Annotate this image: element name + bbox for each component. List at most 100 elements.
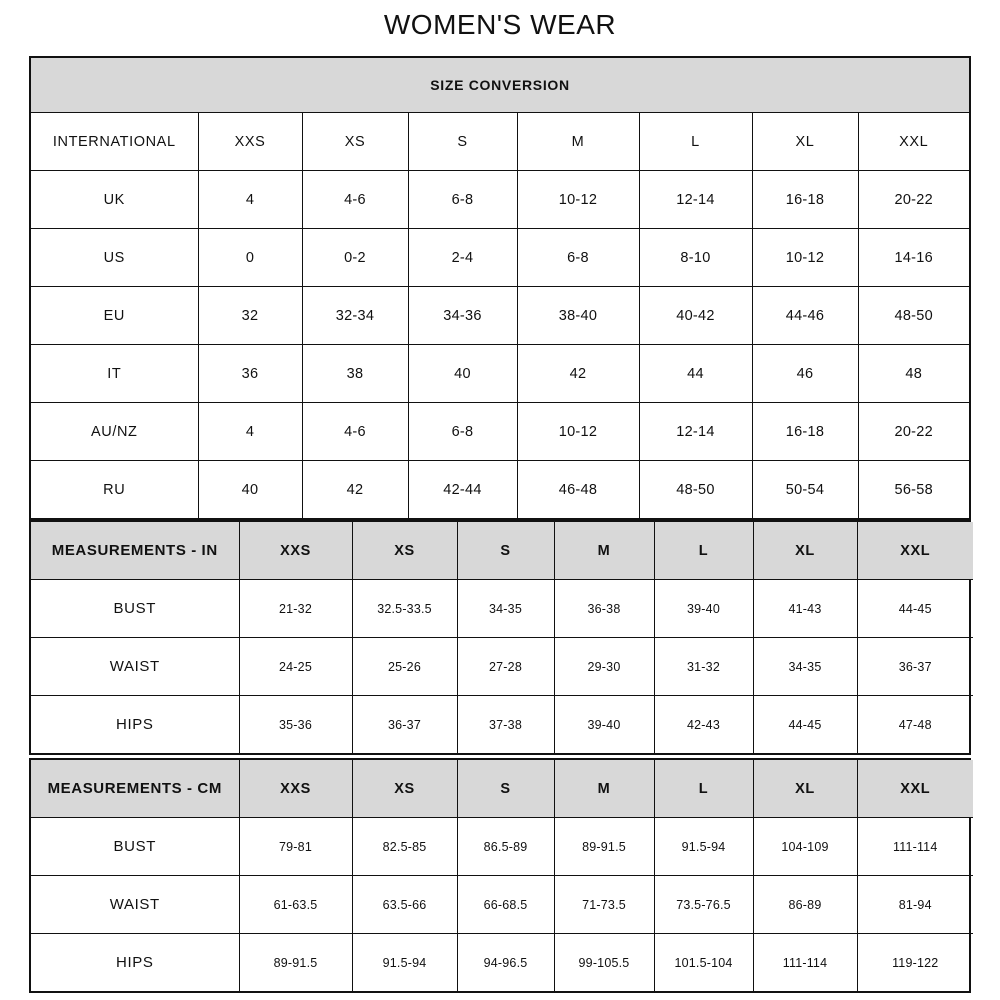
cell: 91.5-94: [351, 933, 458, 991]
cell: 119-122: [856, 933, 973, 991]
size-header-xs: XS: [351, 522, 458, 580]
measurements-cm-grid: MEASUREMENTS - CM XXS XS S M L XL XXL BU…: [31, 760, 973, 991]
size-header-m: M: [516, 112, 640, 171]
cell: 4: [197, 170, 303, 229]
cell: 89-91.5: [238, 933, 353, 991]
cell: 4-6: [301, 402, 409, 461]
row-label: BUST: [31, 579, 240, 638]
cell: 44: [638, 344, 753, 403]
cell: 42: [516, 344, 640, 403]
cell: 6-8: [516, 228, 640, 287]
cell: 99-105.5: [553, 933, 655, 991]
row-label: WAIST: [31, 637, 240, 696]
row-label: EU: [31, 286, 199, 345]
cell: 39-40: [553, 695, 655, 753]
cell: 50-54: [751, 460, 859, 518]
cell: 38: [301, 344, 409, 403]
cell: 34-36: [407, 286, 518, 345]
size-header-xs: XS: [351, 760, 458, 818]
size-header-l: L: [638, 112, 753, 171]
measurements-in-grid: MEASUREMENTS - IN XXS XS S M L XL XXL BU…: [31, 522, 973, 753]
table-row: BUST 21-32 32.5-33.5 34-35 36-38 39-40 4…: [31, 579, 973, 638]
size-header-xxl: XXL: [856, 522, 973, 580]
size-header-xxs: XXS: [197, 112, 303, 171]
size-conversion-body: SIZE CONVERSION INTERNATIONAL XXS XS S M…: [31, 58, 970, 518]
cell: 32: [197, 286, 303, 345]
cell: 32.5-33.5: [351, 579, 458, 638]
cell: 47-48: [856, 695, 973, 753]
table-row: AU/NZ 4 4-6 6-8 10-12 12-14 16-18 20-22: [31, 402, 970, 461]
cell: 40: [407, 344, 518, 403]
size-header-xl: XL: [752, 522, 858, 580]
cell: 111-114: [752, 933, 858, 991]
cell: 86-89: [752, 875, 858, 934]
size-header-xl: XL: [751, 112, 859, 171]
cell: 36-37: [351, 695, 458, 753]
cell: 35-36: [238, 695, 353, 753]
cell: 34-35: [456, 579, 555, 638]
table-row: IT 36 38 40 42 44 46 48: [31, 344, 970, 403]
cell: 6-8: [407, 402, 518, 461]
cell: 2-4: [407, 228, 518, 287]
cell: 36-37: [856, 637, 973, 696]
cell: 86.5-89: [456, 817, 555, 876]
cell: 101.5-104: [653, 933, 754, 991]
cell: 61-63.5: [238, 875, 353, 934]
table-row: WAIST 61-63.5 63.5-66 66-68.5 71-73.5 73…: [31, 875, 973, 934]
size-conversion-grid: SIZE CONVERSION INTERNATIONAL XXS XS S M…: [31, 58, 970, 518]
cell: 8-10: [638, 228, 753, 287]
row-label: WAIST: [31, 875, 240, 934]
table-row: RU 40 42 42-44 46-48 48-50 50-54 56-58: [31, 460, 970, 518]
cell: 48-50: [638, 460, 753, 518]
size-header-xxl: XXL: [857, 112, 970, 171]
header-row: MEASUREMENTS - CM XXS XS S M L XL XXL: [31, 760, 973, 818]
size-header-l: L: [653, 760, 754, 818]
table-row: HIPS 35-36 36-37 37-38 39-40 42-43 44-45…: [31, 695, 973, 753]
cell: 42-44: [407, 460, 518, 518]
cell: 94-96.5: [456, 933, 555, 991]
cell: 12-14: [638, 402, 753, 461]
size-header-s: S: [407, 112, 518, 171]
cell: 37-38: [456, 695, 555, 753]
cell: 42-43: [653, 695, 754, 753]
cell: 34-35: [752, 637, 858, 696]
cell: 40: [197, 460, 303, 518]
cell: 38-40: [516, 286, 640, 345]
row-label-international: INTERNATIONAL: [31, 112, 199, 171]
size-header-xxs: XXS: [238, 522, 353, 580]
cell: 48: [857, 344, 970, 403]
size-header-xl: XL: [752, 760, 858, 818]
cell: 31-32: [653, 637, 754, 696]
size-header-s: S: [456, 522, 555, 580]
table-row-international: INTERNATIONAL XXS XS S M L XL XXL: [31, 112, 970, 171]
size-header-xs: XS: [301, 112, 409, 171]
measurements-cm-table: MEASUREMENTS - CM XXS XS S M L XL XXL BU…: [29, 758, 973, 993]
cell: 10-12: [751, 228, 859, 287]
cell: 44-45: [752, 695, 858, 753]
cell: 71-73.5: [553, 875, 655, 934]
measurements-cm-label: MEASUREMENTS - CM: [31, 760, 240, 818]
cell: 39-40: [653, 579, 754, 638]
cell: 16-18: [751, 170, 859, 229]
cell: 4: [197, 402, 303, 461]
cell: 16-18: [751, 402, 859, 461]
cell: 89-91.5: [553, 817, 655, 876]
cell: 46-48: [516, 460, 640, 518]
cell: 40-42: [638, 286, 753, 345]
size-header-xxl: XXL: [856, 760, 973, 818]
cell: 81-94: [856, 875, 973, 934]
cell: 104-109: [752, 817, 858, 876]
table-row: EU 32 32-34 34-36 38-40 40-42 44-46 48-5…: [31, 286, 970, 345]
size-header-l: L: [653, 522, 754, 580]
cell: 20-22: [857, 170, 970, 229]
cell: 0-2: [301, 228, 409, 287]
cell: 6-8: [407, 170, 518, 229]
measurements-cm-body: MEASUREMENTS - CM XXS XS S M L XL XXL BU…: [31, 760, 973, 991]
cell: 29-30: [553, 637, 655, 696]
table-row: US 0 0-2 2-4 6-8 8-10 10-12 14-16: [31, 228, 970, 287]
cell: 48-50: [857, 286, 970, 345]
size-header-m: M: [553, 522, 655, 580]
cell: 44-45: [856, 579, 973, 638]
cell: 41-43: [752, 579, 858, 638]
banner-row: SIZE CONVERSION: [31, 58, 970, 113]
